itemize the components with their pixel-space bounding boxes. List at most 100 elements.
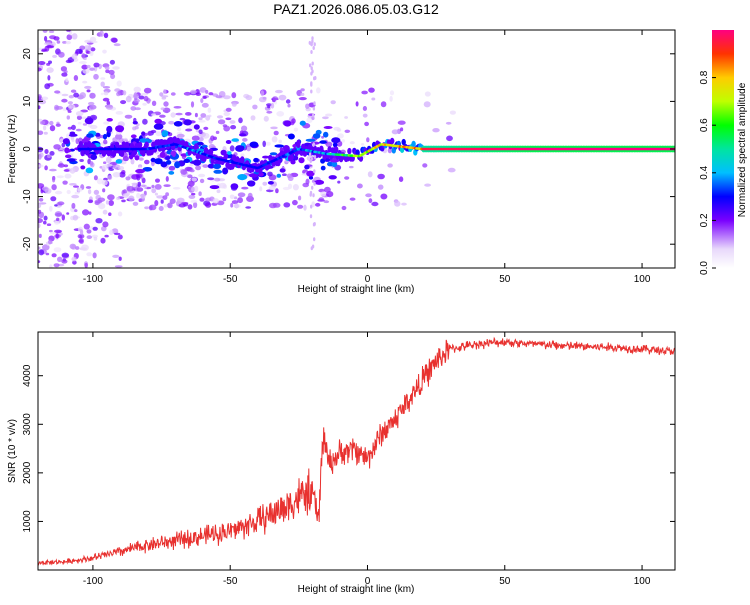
- noise-blob: [43, 220, 47, 225]
- spike-blob: [313, 169, 316, 174]
- noise-blob: [341, 205, 347, 211]
- signal-blob: [310, 141, 320, 145]
- signal-blob: [85, 167, 94, 174]
- noise-blob: [321, 135, 325, 139]
- noise-blob: [55, 123, 61, 127]
- noise-blob: [64, 70, 68, 74]
- spike-blob: [308, 152, 312, 157]
- noise-blob: [92, 252, 97, 259]
- noise-blob: [49, 229, 53, 233]
- noise-blob: [365, 193, 372, 198]
- noise-blob: [144, 206, 150, 210]
- signal-blob: [135, 169, 146, 174]
- noise-blob: [361, 143, 365, 146]
- x-tick-label: 50: [499, 576, 511, 587]
- noise-blob: [198, 137, 204, 142]
- noise-blob: [344, 116, 348, 119]
- noise-blob: [71, 256, 77, 262]
- noise-blob: [72, 260, 77, 265]
- spike-blob: [311, 69, 314, 74]
- noise-blob: [117, 234, 123, 240]
- noise-blob: [58, 51, 65, 58]
- noise-blob: [262, 181, 268, 186]
- noise-blob: [57, 201, 65, 206]
- noise-blob: [154, 200, 159, 207]
- ridge-outer: [208, 148, 214, 156]
- noise-blob: [38, 209, 42, 214]
- ridge-outer: [345, 155, 350, 162]
- noise-blob: [371, 97, 376, 101]
- noise-blob: [108, 69, 115, 75]
- noise-blob: [189, 124, 195, 130]
- noise-blob: [137, 181, 142, 188]
- noise-blob: [87, 189, 92, 195]
- noise-blob: [125, 95, 132, 103]
- noise-blob: [361, 90, 368, 95]
- noise-blob: [229, 120, 236, 124]
- noise-blob: [93, 236, 98, 241]
- ridge-outer: [276, 159, 281, 167]
- signal-blob: [170, 150, 175, 156]
- noise-blob: [245, 95, 253, 101]
- noise-blob: [325, 113, 333, 117]
- noise-blob: [47, 154, 51, 158]
- noise-blob: [449, 110, 456, 115]
- noise-blob: [201, 132, 210, 139]
- noise-blob: [212, 198, 219, 204]
- noise-blob: [230, 203, 234, 208]
- noise-blob: [446, 135, 453, 142]
- noise-blob: [38, 130, 44, 136]
- noise-blob: [189, 163, 194, 167]
- noise-blob: [99, 30, 104, 37]
- noise-blob: [237, 192, 246, 198]
- signal-blob: [298, 157, 305, 164]
- noise-blob: [266, 189, 274, 193]
- signal-blob: [276, 173, 282, 178]
- noise-blob: [265, 141, 271, 146]
- noise-blob: [287, 103, 291, 108]
- noise-blob: [75, 138, 79, 145]
- signal-blob: [153, 123, 164, 130]
- noise-blob: [63, 164, 69, 168]
- noise-blob: [231, 92, 237, 99]
- noise-blob: [126, 186, 134, 192]
- signal-blob: [209, 185, 220, 190]
- noise-blob: [262, 96, 267, 100]
- noise-blob: [74, 209, 78, 213]
- noise-blob: [43, 215, 48, 221]
- noise-blob: [432, 128, 440, 133]
- noise-blob: [47, 75, 51, 81]
- colorbar-ticks: 0.0 0.2 0.4 0.6 0.8: [699, 70, 716, 275]
- noise-blob: [48, 239, 53, 245]
- signal-blob: [231, 138, 239, 142]
- noise-blob: [61, 252, 69, 258]
- noise-blob: [62, 41, 67, 44]
- noise-blob: [195, 165, 202, 171]
- spike-blob: [309, 214, 313, 219]
- noise-blob: [71, 124, 76, 131]
- noise-blob: [189, 169, 195, 173]
- noise-blob: [324, 186, 331, 193]
- noise-blob: [163, 89, 167, 95]
- signal-blob: [227, 151, 232, 155]
- noise-blob: [172, 187, 181, 190]
- noise-blob: [63, 169, 70, 172]
- snr-ticks: -100 -50 0 50 100 1000 2000 3000 4000: [22, 332, 675, 587]
- noise-blob: [49, 120, 54, 126]
- noise-blob: [61, 214, 65, 221]
- noise-blob: [276, 111, 285, 117]
- noise-blob: [151, 184, 155, 189]
- noise-blob: [150, 129, 157, 134]
- noise-blob: [194, 112, 198, 118]
- signal-blob: [331, 137, 341, 144]
- noise-blob: [122, 90, 127, 96]
- signal-blob: [207, 163, 215, 169]
- noise-blob: [104, 66, 110, 70]
- signal-blob: [239, 133, 247, 137]
- x-tick-label: -50: [223, 274, 238, 285]
- noise-blob: [349, 141, 355, 145]
- noise-blob: [144, 159, 150, 165]
- noise-blob: [154, 192, 158, 196]
- figure-title: PAZ1.2026.086.05.03.G12: [273, 1, 439, 17]
